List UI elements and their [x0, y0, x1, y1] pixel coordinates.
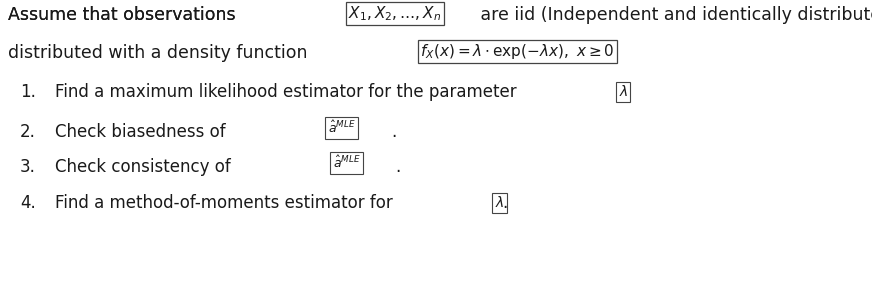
Text: Find a method-of-moments estimator for: Find a method-of-moments estimator for: [55, 194, 398, 212]
Text: Check consistency of: Check consistency of: [55, 158, 236, 176]
Text: $\hat{a}^{MLE}$: $\hat{a}^{MLE}$: [328, 120, 355, 136]
Text: $f_X(x) = \lambda \cdot \exp(-\lambda x),\ x \geq 0$: $f_X(x) = \lambda \cdot \exp(-\lambda x)…: [420, 42, 615, 61]
Text: .: .: [396, 158, 401, 176]
Text: distributed with a density function: distributed with a density function: [8, 44, 313, 62]
Text: .: .: [503, 194, 508, 212]
Text: $\lambda$: $\lambda$: [618, 84, 628, 99]
Text: 4.: 4.: [20, 194, 36, 212]
Text: 3.: 3.: [20, 158, 36, 176]
Text: .: .: [392, 123, 397, 141]
Text: Find a maximum likelihood estimator for the parameter: Find a maximum likelihood estimator for …: [55, 83, 521, 101]
Text: $X_1, X_2, \ldots, X_n$: $X_1, X_2, \ldots, X_n$: [348, 4, 441, 23]
Text: Check biasedness of: Check biasedness of: [55, 123, 231, 141]
Text: $\lambda$: $\lambda$: [494, 195, 504, 210]
Text: Assume that observations: Assume that observations: [8, 6, 242, 24]
Text: 2.: 2.: [20, 123, 36, 141]
Text: 1.: 1.: [20, 83, 36, 101]
Text: Assume that observations: Assume that observations: [8, 6, 242, 24]
Text: $\hat{a}^{MLE}$: $\hat{a}^{MLE}$: [332, 155, 360, 171]
Text: are iid (Independent and identically distributed): are iid (Independent and identically dis…: [475, 6, 872, 24]
